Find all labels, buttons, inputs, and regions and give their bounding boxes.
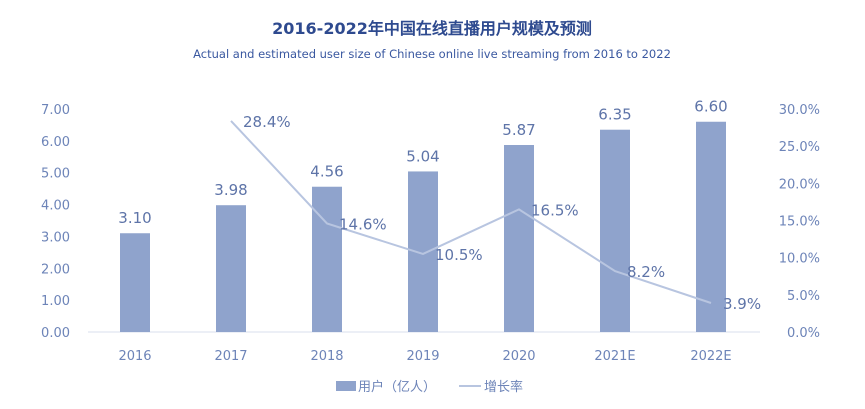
growth-line: [230, 120, 712, 304]
growth-value-label: 16.5%: [531, 201, 579, 219]
bar: [216, 205, 246, 332]
growth-value-label: 8.2%: [627, 263, 665, 281]
bar: [504, 144, 534, 332]
bar: [600, 129, 630, 332]
bars: [120, 121, 726, 332]
bar-value-label: 3.10: [118, 209, 151, 227]
left-tick-label: 2.00: [41, 262, 70, 277]
left-tick-label: 0.00: [41, 326, 70, 341]
data-labels: 3.10 3.98 4.56 5.04 5.87 6.35 6.60 28.4% 14.6% 10…: [118, 98, 761, 313]
x-tick-label: 2016: [118, 349, 151, 364]
right-tick-label: 20.0%: [779, 177, 820, 192]
right-tick-label: 10.0%: [779, 252, 820, 267]
left-axis: 0.00 1.00 2.00 3.00 4.00 5.00 6.00 7.00: [41, 103, 70, 341]
x-tick-label: 2019: [406, 349, 439, 364]
legend-line-label: 增长率: [484, 379, 523, 395]
bar-value-label: 5.87: [502, 121, 535, 139]
left-tick-label: 4.00: [41, 199, 70, 214]
left-tick-label: 5.00: [41, 167, 70, 182]
growth-value-label: 10.5%: [435, 246, 483, 264]
left-tick-label: 6.00: [41, 135, 70, 150]
x-axis: 2016 2017 2018 2019 2020 2021E 2022E: [118, 349, 731, 364]
bar-value-label: 6.35: [598, 106, 631, 124]
bar-value-label: 6.60: [694, 98, 727, 116]
bar: [696, 121, 726, 332]
legend: 用户（亿人） 增长率: [336, 379, 523, 395]
left-tick-label: 1.00: [41, 294, 70, 309]
x-tick-label: 2022E: [690, 349, 731, 364]
x-tick-label: 2017: [214, 349, 247, 364]
right-tick-label: 30.0%: [779, 103, 820, 118]
x-tick-label: 2018: [310, 349, 343, 364]
right-axis: 0.0% 5.0% 10.0% 15.0% 20.0% 25.0% 30.0%: [779, 103, 820, 341]
bar-value-label: 3.98: [214, 181, 247, 199]
left-tick-label: 7.00: [41, 103, 70, 118]
bar: [312, 186, 342, 332]
chart-subtitle: Actual and estimated user size of Chines…: [193, 47, 671, 61]
growth-value-label: 3.9%: [723, 295, 761, 313]
right-tick-label: 0.0%: [787, 326, 820, 341]
x-tick-label: 2021E: [594, 349, 635, 364]
x-tick-label: 2020: [502, 349, 535, 364]
right-tick-label: 5.0%: [787, 289, 820, 304]
chart-title: 2016-2022年中国在线直播用户规模及预测: [272, 19, 592, 38]
right-tick-label: 25.0%: [779, 140, 820, 155]
growth-value-label: 28.4%: [243, 113, 291, 131]
growth-value-label: 14.6%: [339, 215, 387, 233]
legend-bar-label: 用户（亿人）: [358, 379, 436, 395]
legend-bar-swatch: [336, 381, 356, 391]
growth-line-path: [230, 120, 712, 304]
bar: [120, 233, 150, 332]
bar-value-label: 4.56: [310, 163, 343, 181]
bar: [408, 171, 438, 332]
right-tick-label: 15.0%: [779, 215, 820, 230]
bar-value-label: 5.04: [406, 147, 439, 165]
left-tick-label: 3.00: [41, 230, 70, 245]
